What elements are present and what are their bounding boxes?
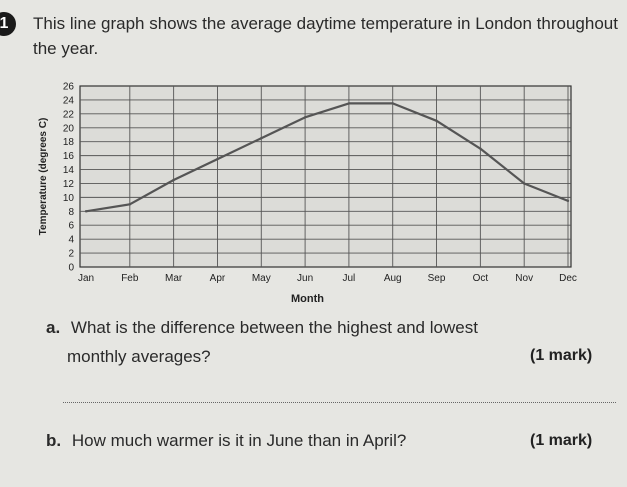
data-point [566, 199, 570, 203]
part-a-question: a. What is the difference between the hi… [46, 318, 478, 338]
y-tick-label: 24 [63, 95, 75, 106]
part-b-text: How much warmer is it in June than in Ap… [71, 431, 407, 450]
y-tick-label: 8 [68, 207, 74, 218]
y-axis-label: Temperature (degrees C) [38, 118, 49, 236]
y-tick-label: 4 [68, 235, 74, 246]
part-b-marks: (1 mark) [530, 432, 593, 449]
part-a-label: a. [46, 318, 61, 337]
y-tick-label: 16 [63, 151, 75, 162]
part-a-text-line2: monthly averages? [67, 347, 211, 366]
y-tick-label: 12 [63, 179, 75, 190]
y-tick-label: 20 [63, 123, 75, 134]
question-intro-text: This line graph shows the average daytim… [33, 14, 618, 58]
x-tick-label: Oct [473, 273, 489, 284]
data-point [303, 116, 307, 119]
part-a-text-line1: What is the difference between the highe… [70, 318, 478, 337]
y-tick-label: 6 [68, 221, 74, 232]
x-tick-label: Jul [343, 273, 356, 284]
data-point [391, 102, 394, 105]
x-tick-label: Jan [78, 273, 94, 284]
part-b-label: b. [46, 431, 62, 450]
data-point [479, 147, 482, 150]
x-tick-label: May [252, 273, 271, 284]
data-point [172, 178, 175, 182]
plot-area [79, 85, 572, 268]
y-tick-label: 14 [63, 165, 75, 176]
x-tick-label: Feb [121, 273, 139, 284]
x-tick-label: Jun [297, 273, 313, 284]
y-tick-label: 10 [63, 193, 75, 204]
question-number-badge: 1 [0, 12, 16, 36]
y-tick-label: 22 [63, 109, 75, 120]
x-tick-label: Mar [165, 273, 183, 284]
data-point [216, 157, 219, 161]
series-line [85, 102, 569, 213]
y-tick-label: 18 [63, 137, 75, 148]
x-tick-label: Dec [559, 273, 577, 284]
y-tick-label: 2 [68, 249, 74, 260]
x-tick-label: Nov [515, 273, 533, 284]
y-tick-label: 0 [68, 263, 74, 274]
data-point [522, 182, 526, 185]
data-point [128, 203, 132, 206]
y-tick-label: 26 [63, 82, 75, 93]
data-point [347, 102, 351, 105]
data-point [260, 137, 263, 140]
answer-line [63, 402, 616, 403]
x-tick-label: Apr [210, 273, 226, 284]
part-a-marks: (1 mark) [530, 347, 593, 364]
part-b-question: b. How much warmer is it in June than in… [46, 431, 406, 451]
x-tick-label: Sep [428, 273, 446, 284]
data-point [84, 210, 88, 213]
x-axis-label: Month [291, 293, 324, 305]
data-point [435, 119, 438, 123]
x-tick-label: Aug [384, 273, 402, 284]
